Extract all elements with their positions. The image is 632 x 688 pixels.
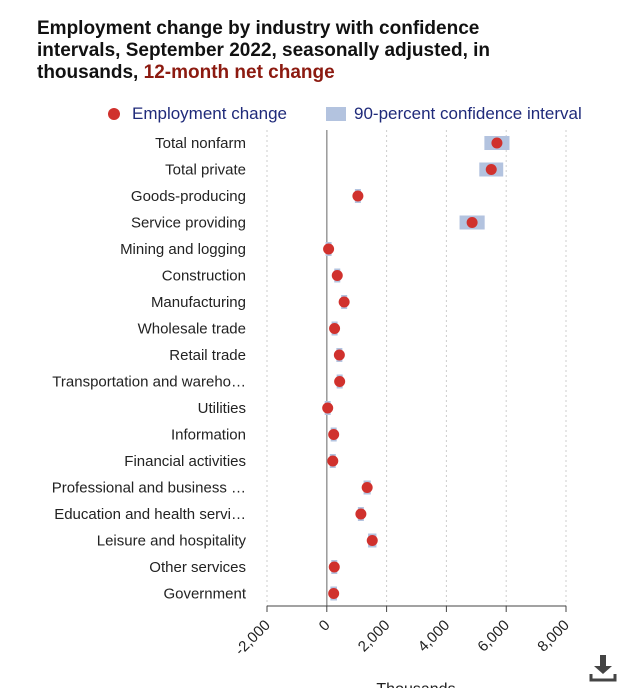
legend-dot-icon (108, 108, 120, 120)
category-label-16: Other services (149, 559, 246, 576)
employment-change-point-11 (328, 429, 340, 440)
category-label-14: Education and health servi… (54, 506, 246, 523)
employment-change-point-5 (331, 270, 343, 281)
x-tick-label-0: -2,000 (232, 617, 274, 659)
x-tick-label-2: 2,000 (355, 617, 394, 656)
category-label-1: Total private (165, 162, 246, 179)
x-tick-label-1: 0 (316, 617, 334, 635)
employment-change-point-10 (322, 402, 334, 414)
x-axis-label: Thousands (376, 681, 455, 688)
category-label-17: Government (163, 586, 246, 603)
category-label-15: Leisure and hospitality (97, 533, 247, 550)
employment-change-point-7 (329, 323, 341, 334)
category-label-7: Wholesale trade (138, 321, 246, 338)
employment-change-point-4 (323, 243, 335, 255)
category-label-4: Mining and logging (120, 241, 246, 258)
employment-change-point-2 (352, 190, 364, 202)
employment-change-point-0 (491, 137, 503, 149)
legend-item-employment-change[interactable]: Employment change (108, 104, 287, 124)
chart-title: Employment change by industry with confi… (37, 18, 557, 84)
category-label-2: Goods-producing (131, 188, 246, 205)
x-tick-label-5: 8,000 (534, 617, 573, 656)
employment-change-point-17 (328, 588, 340, 599)
legend: Employment change 90-percent confidence … (0, 104, 632, 128)
employment-change-point-1 (485, 164, 497, 175)
category-label-11: Information (171, 427, 246, 444)
category-label-8: Retail trade (169, 347, 246, 364)
employment-change-point-6 (338, 296, 350, 308)
category-label-5: Construction (162, 268, 246, 285)
employment-change-point-12 (327, 455, 339, 467)
employment-change-point-9 (334, 376, 346, 387)
chart-subtitle: 12-month net change (143, 62, 335, 83)
employment-change-point-13 (361, 482, 373, 493)
category-label-6: Manufacturing (151, 294, 246, 311)
x-tick-label-3: 4,000 (415, 617, 454, 656)
legend-label-confidence-interval: 90-percent confidence interval (354, 104, 582, 123)
download-button[interactable] (588, 652, 618, 682)
employment-change-point-15 (366, 535, 378, 546)
legend-box-icon (326, 107, 346, 121)
download-icon (589, 655, 617, 682)
category-label-10: Utilities (198, 400, 246, 417)
category-label-3: Service providing (131, 215, 246, 232)
category-label-12: Financial activities (124, 453, 246, 470)
category-label-9: Transportation and wareho… (52, 374, 246, 391)
x-tick-label-4: 6,000 (474, 617, 513, 656)
employment-change-point-16 (328, 561, 340, 573)
legend-label-employment-change: Employment change (132, 104, 287, 123)
legend-item-confidence-interval[interactable]: 90-percent confidence interval (326, 104, 582, 124)
employment-change-point-8 (333, 349, 345, 361)
category-label-0: Total nonfarm (155, 135, 246, 152)
category-label-13: Professional and business … (52, 480, 246, 497)
employment-change-point-14 (355, 508, 367, 520)
chart-title-main: Employment change by industry with confi… (37, 18, 491, 83)
employment-change-point-3 (466, 217, 478, 228)
